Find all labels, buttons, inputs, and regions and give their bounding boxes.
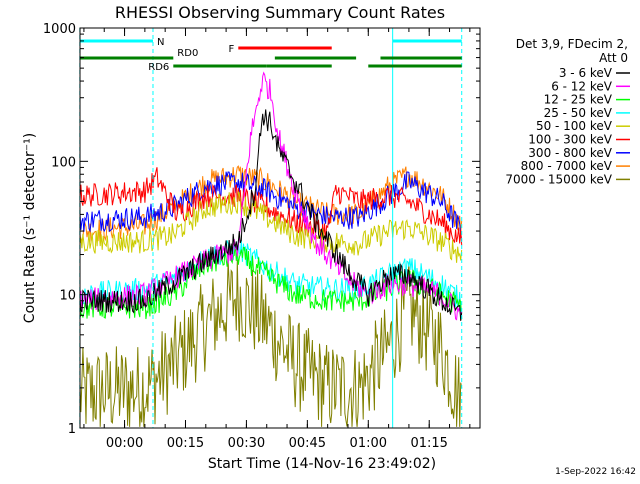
flag-bar-rd6 [173, 64, 267, 68]
flag-bar-n [392, 39, 462, 43]
legend-header-line-1: Det 3,9, FDecim 2, [516, 37, 628, 51]
plot-frame [79, 27, 481, 429]
series-line-6-12-kev-kev [80, 71, 463, 321]
flag-bar-n [79, 39, 153, 43]
flag-label-f: F [229, 44, 235, 55]
legend-label: 100 - 300 keV [528, 133, 612, 147]
x-tick-label: 01:15 [410, 436, 447, 451]
legend-label: 800 - 7000 keV [521, 159, 613, 173]
y-axis-label: Count Rate (s⁻¹ detector⁻¹) [22, 133, 38, 323]
legend-label: 3 - 6 keV [559, 66, 613, 80]
legend-label: 25 - 50 keV [544, 106, 613, 120]
series-line-100-300-kev-kev [80, 167, 463, 246]
series-line-7000-15000-kev-kev [80, 259, 463, 427]
flag-label-rd0: RD0 [177, 48, 198, 59]
x-tick-label: 00:45 [289, 436, 326, 451]
flag-bar-rd6 [368, 64, 462, 68]
flag-bar-rd6 [266, 64, 332, 68]
y-tick-label: 1 [68, 422, 76, 437]
flag-bar-rd0 [274, 56, 357, 60]
x-tick-label: 00:30 [228, 436, 265, 451]
chart-title: RHESSI Observing Summary Count Rates [115, 3, 445, 22]
series-line-3-6-kev-kev [80, 109, 463, 321]
x-tick-label: 00:00 [106, 436, 143, 451]
x-axis-label: Start Time (14-Nov-16 23:49:02) [208, 456, 436, 472]
flag-label-n: N [157, 37, 164, 48]
legend-header-line-2: Att 0 [599, 51, 628, 65]
series-line-50-100-kev-kev [80, 191, 463, 263]
flag-bar-rd0 [79, 56, 174, 60]
legend-label: 12 - 25 keV [544, 93, 613, 107]
y-tick-label: 100 [51, 155, 76, 170]
x-tick-label: 00:15 [167, 436, 204, 451]
x-tick-label: 01:00 [350, 436, 387, 451]
legend-label: 7000 - 15000 keV [505, 172, 612, 186]
y-tick-label: 10 [59, 289, 76, 304]
y-tick-label: 1000 [43, 22, 76, 37]
legend-label: 6 - 12 keV [551, 79, 613, 93]
flag-label-rd6: RD6 [148, 62, 169, 73]
flag-bar-f [238, 46, 332, 50]
legend-label: 50 - 100 keV [536, 119, 613, 133]
flag-bar-rd0 [380, 56, 462, 60]
generated-timestamp: 1-Sep-2022 16:42 [555, 467, 636, 477]
legend-label: 300 - 800 keV [528, 146, 612, 160]
